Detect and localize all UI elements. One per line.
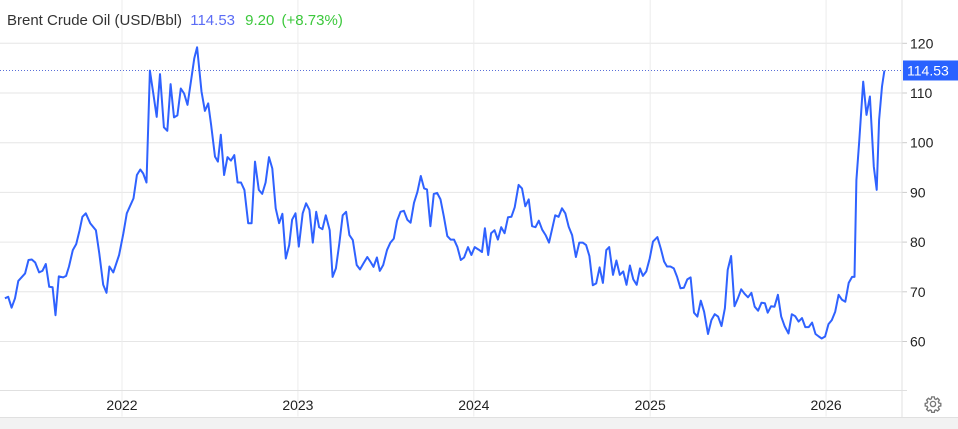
- grid: [0, 0, 902, 417]
- x-tick-label: 2026: [811, 397, 842, 413]
- y-tick-label: 100: [910, 135, 934, 151]
- y-tick-label: 120: [910, 35, 934, 51]
- y-tick-labels: 60 70 80 90 100 110 120: [910, 35, 934, 349]
- last-value-tag: 114.53: [903, 60, 958, 81]
- x-tick-labels: 2022 2023 2024 2025 2026: [106, 397, 841, 413]
- y-tick-label: 90: [910, 184, 926, 200]
- x-tick-label: 2025: [635, 397, 666, 413]
- y-tick-label: 80: [910, 234, 926, 250]
- last-value-tag-label: 114.53: [907, 62, 949, 78]
- price-change: 9.20: [245, 12, 275, 29]
- chart-header: Brent Crude Oil (USD/Bbl) 114.53 9.20 (+…: [7, 12, 343, 29]
- x-tick-label: 2023: [282, 397, 313, 413]
- chart-title: Brent Crude Oil (USD/Bbl): [7, 12, 183, 29]
- series-line: [4, 46, 886, 340]
- x-tick-label: 2024: [458, 397, 489, 413]
- settings-button[interactable]: [924, 395, 942, 414]
- price-change-percent: (+8.73%): [281, 12, 343, 29]
- last-value-tag-bg: [903, 60, 958, 81]
- y-tick-label: 60: [910, 334, 926, 350]
- gear-icon: [924, 396, 942, 414]
- bottom-bar: [0, 417, 958, 429]
- y-tick-label: 70: [910, 284, 926, 300]
- y-tick-label: 110: [910, 85, 933, 101]
- axes: [0, 0, 907, 417]
- current-price: 114.53: [190, 12, 235, 29]
- x-tick-label: 2022: [106, 397, 137, 413]
